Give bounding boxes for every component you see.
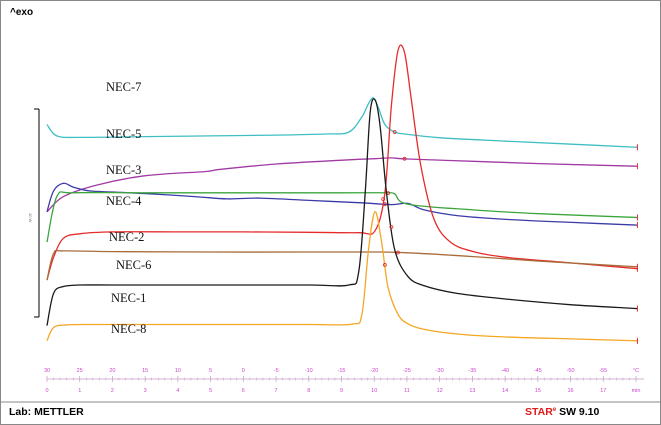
time-tick-label: 17	[600, 388, 606, 394]
temp-tick-label: -20	[370, 368, 378, 374]
temp-tick-label: -35	[468, 368, 476, 374]
time-tick-label: 9	[340, 388, 343, 394]
time-tick-label: 12	[437, 388, 443, 394]
time-tick-label: 1	[78, 388, 81, 394]
series-line-nec-2	[46, 44, 638, 281]
series-line-nec-8	[46, 211, 638, 342]
temp-tick-label: °C	[633, 368, 639, 374]
temp-tick-label: 10	[175, 368, 181, 374]
series-label-nec-7: NEC-7	[106, 80, 141, 94]
temp-tick-label: -30	[436, 368, 444, 374]
temp-tick-label: -50	[567, 368, 575, 374]
series-eval-marker-nec-7	[392, 130, 397, 134]
temp-tick-label: -25	[403, 368, 411, 374]
series-line-nec-7	[46, 97, 638, 148]
software-version: STARe SW 9.10	[525, 406, 600, 418]
star-brand: STAR	[525, 406, 553, 418]
temp-tick-label: 30	[44, 368, 50, 374]
temp-tick-label: -10	[305, 368, 313, 374]
temp-tick-label: 20	[109, 368, 115, 374]
series-eval-marker-nec-6	[396, 250, 400, 255]
time-tick-label: 10	[371, 388, 377, 394]
series-eval-marker-nec-2	[381, 197, 386, 202]
temp-tick-label: -5	[274, 368, 279, 374]
time-tick-label: 16	[567, 388, 573, 394]
time-tick-label: 5	[209, 388, 212, 394]
series-labels: NEC-7 NEC-5 NEC-3 NEC-4 NEC-2 NEC-6 NEC-1 NEC-8	[106, 80, 151, 336]
time-tick-label: 6	[242, 388, 245, 394]
temp-tick-label: 0	[242, 368, 245, 374]
series-line-nec-5	[46, 157, 638, 213]
series-label-nec-4: NEC-4	[106, 194, 142, 208]
series-line-nec-3	[46, 182, 638, 226]
time-tick-label: 4	[176, 388, 179, 394]
series-line-nec-6	[46, 249, 638, 281]
time-tick-label: 15	[535, 388, 541, 394]
series-label-nec-8: NEC-8	[111, 322, 146, 336]
temp-tick-label: -55	[599, 368, 607, 374]
time-tick-label: min	[632, 388, 641, 394]
time-tick-label: 0	[45, 388, 48, 394]
time-tick-label: 7	[275, 388, 278, 394]
series-eval-marker-nec-1	[389, 225, 394, 229]
sw-version: SW 9.10	[556, 406, 599, 418]
series-label-nec-6: NEC-6	[116, 258, 151, 272]
temp-tick-label: -40	[501, 368, 509, 374]
time-tick-label: 14	[502, 388, 508, 394]
temp-tick-label: 5	[209, 368, 212, 374]
time-tick-label: 13	[469, 388, 475, 394]
series-line-nec-4	[46, 191, 638, 243]
time-tick-label: 11	[404, 388, 410, 394]
time-tick-label: 3	[144, 388, 147, 394]
axis: 30 0 25 1 20 2 15 3 10 4 5 5 0 6 -5 7 -10 8 -15 9 -20 10 -25 11…	[44, 368, 644, 394]
star-superscript: e	[553, 407, 557, 413]
temp-tick-label: 25	[77, 368, 83, 374]
time-tick-label: 2	[111, 388, 114, 394]
time-tick-label: 8	[307, 388, 310, 394]
series-eval-marker-nec-5	[402, 156, 407, 161]
series-label-nec-5: NEC-5	[106, 127, 141, 141]
series-label-nec-3: NEC-3	[106, 163, 141, 177]
lab-label: Lab: METTLER	[9, 406, 84, 418]
temp-tick-label: -15	[338, 368, 346, 374]
series-label-nec-1: NEC-1	[111, 291, 146, 305]
temp-tick-label: -45	[534, 368, 542, 374]
scale-bar-label: 10 W	[28, 213, 33, 223]
exo-label: ^exo	[10, 7, 33, 18]
series-line-nec-1	[46, 98, 638, 326]
series-label-nec-2: NEC-2	[109, 230, 144, 244]
scale-bar: 10 W	[28, 108, 40, 318]
temp-tick-label: 15	[142, 368, 148, 374]
series-eval-marker-nec-8	[382, 263, 387, 267]
series-layer	[46, 44, 638, 344]
